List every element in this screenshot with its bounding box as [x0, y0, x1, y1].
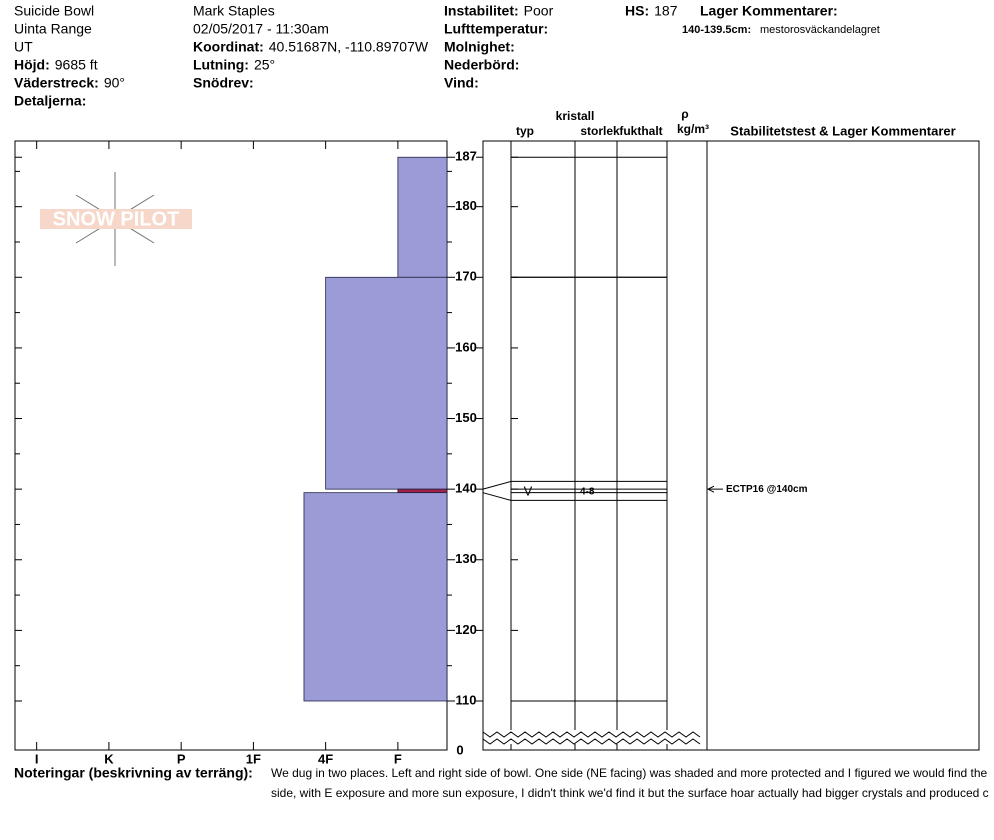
field-label: Lager Kommentarer:: [700, 3, 838, 19]
field-label: Snödrev:: [193, 75, 254, 91]
base-label: 0: [456, 742, 463, 757]
field-label: Vind:: [444, 75, 479, 91]
x-tick-label: P: [177, 751, 186, 766]
field-label: Lutning:: [193, 57, 249, 73]
x-tick-label: 4F: [318, 751, 333, 766]
y-tick-label: 110: [456, 692, 477, 707]
x-tick-label: 1F: [246, 751, 261, 766]
hardness-bar: [397, 488, 448, 494]
notes-label: Noteringar (beskrivning av terräng):: [14, 765, 253, 781]
field-label: HS:: [625, 3, 649, 19]
y-tick-label: 150: [455, 410, 477, 425]
layer-connector: [482, 480, 512, 490]
column-header: Stabilitetstest & Lager Kommentarer: [730, 123, 955, 138]
logo: SNOW PILOT: [40, 172, 192, 266]
y-tick-label: 187: [455, 149, 477, 164]
y-tick-label: 160: [455, 339, 477, 354]
field-label: Koordinat:: [193, 39, 264, 55]
column-lines: [482, 141, 708, 750]
stability-arrow: [706, 485, 723, 493]
field-label: Nederbörd:: [444, 57, 519, 73]
field-value: Mark Staples: [193, 3, 275, 19]
column-header: kristall: [556, 109, 595, 123]
field-value: UT: [14, 39, 33, 55]
hardness-bar: [303, 492, 448, 702]
field-value: 187: [654, 3, 678, 19]
column-header: typ: [516, 124, 534, 138]
field-value: Suicide Bowl: [14, 3, 94, 19]
layer-table: [482, 140, 980, 751]
field-label: Lufttemperatur:: [444, 21, 548, 37]
column-header: kg/m³: [677, 122, 709, 136]
y-tick-label: 120: [455, 622, 477, 637]
field-value: 40.51687N, -110.89707W: [269, 39, 429, 55]
y-tick-label: 140: [455, 481, 477, 496]
y-tick-label: 130: [455, 551, 477, 566]
field-value: Poor: [524, 3, 554, 19]
column-header: ρ: [681, 107, 688, 121]
layer-comment-value: mestorosväckandelagret: [760, 24, 880, 36]
hardness-bar: [397, 156, 448, 278]
hardness-bar: [325, 276, 448, 490]
x-tick-label: I: [35, 751, 39, 766]
field-label: Väderstreck:: [14, 75, 99, 91]
y-tick-label: 180: [455, 198, 477, 213]
y-tick-label: 170: [455, 269, 477, 284]
field-value: 90°: [104, 75, 125, 91]
x-tick-label: F: [394, 751, 402, 766]
logo-text: SNOW PILOT: [53, 208, 180, 230]
stability-test: ECTP16 @140cm: [726, 484, 808, 495]
field-value: Uinta Range: [14, 21, 92, 37]
column-header: storlek: [580, 124, 620, 138]
field-value: 02/05/2017 - 11:30am: [193, 21, 329, 37]
notes-line: We dug in two places. Left and right sid…: [271, 766, 988, 780]
layer-connector: [482, 492, 512, 501]
x-tick-label: K: [104, 751, 114, 766]
field-label: Instabilitet:: [444, 3, 519, 19]
field-value: 25°: [254, 57, 275, 73]
field-label: Molnighet:: [444, 39, 515, 55]
field-label: Detaljerna:: [14, 93, 86, 109]
grain-size: 4-8: [580, 487, 595, 498]
layer-comment-label: 140-139.5cm:: [682, 24, 751, 36]
field-value: 9685 ft: [55, 57, 98, 73]
field-label: Höjd:: [14, 57, 50, 73]
grain-type: V: [524, 483, 533, 498]
notes-line: side, with E exposure and more sun expos…: [271, 786, 989, 800]
column-header: fukthalt: [619, 124, 662, 138]
